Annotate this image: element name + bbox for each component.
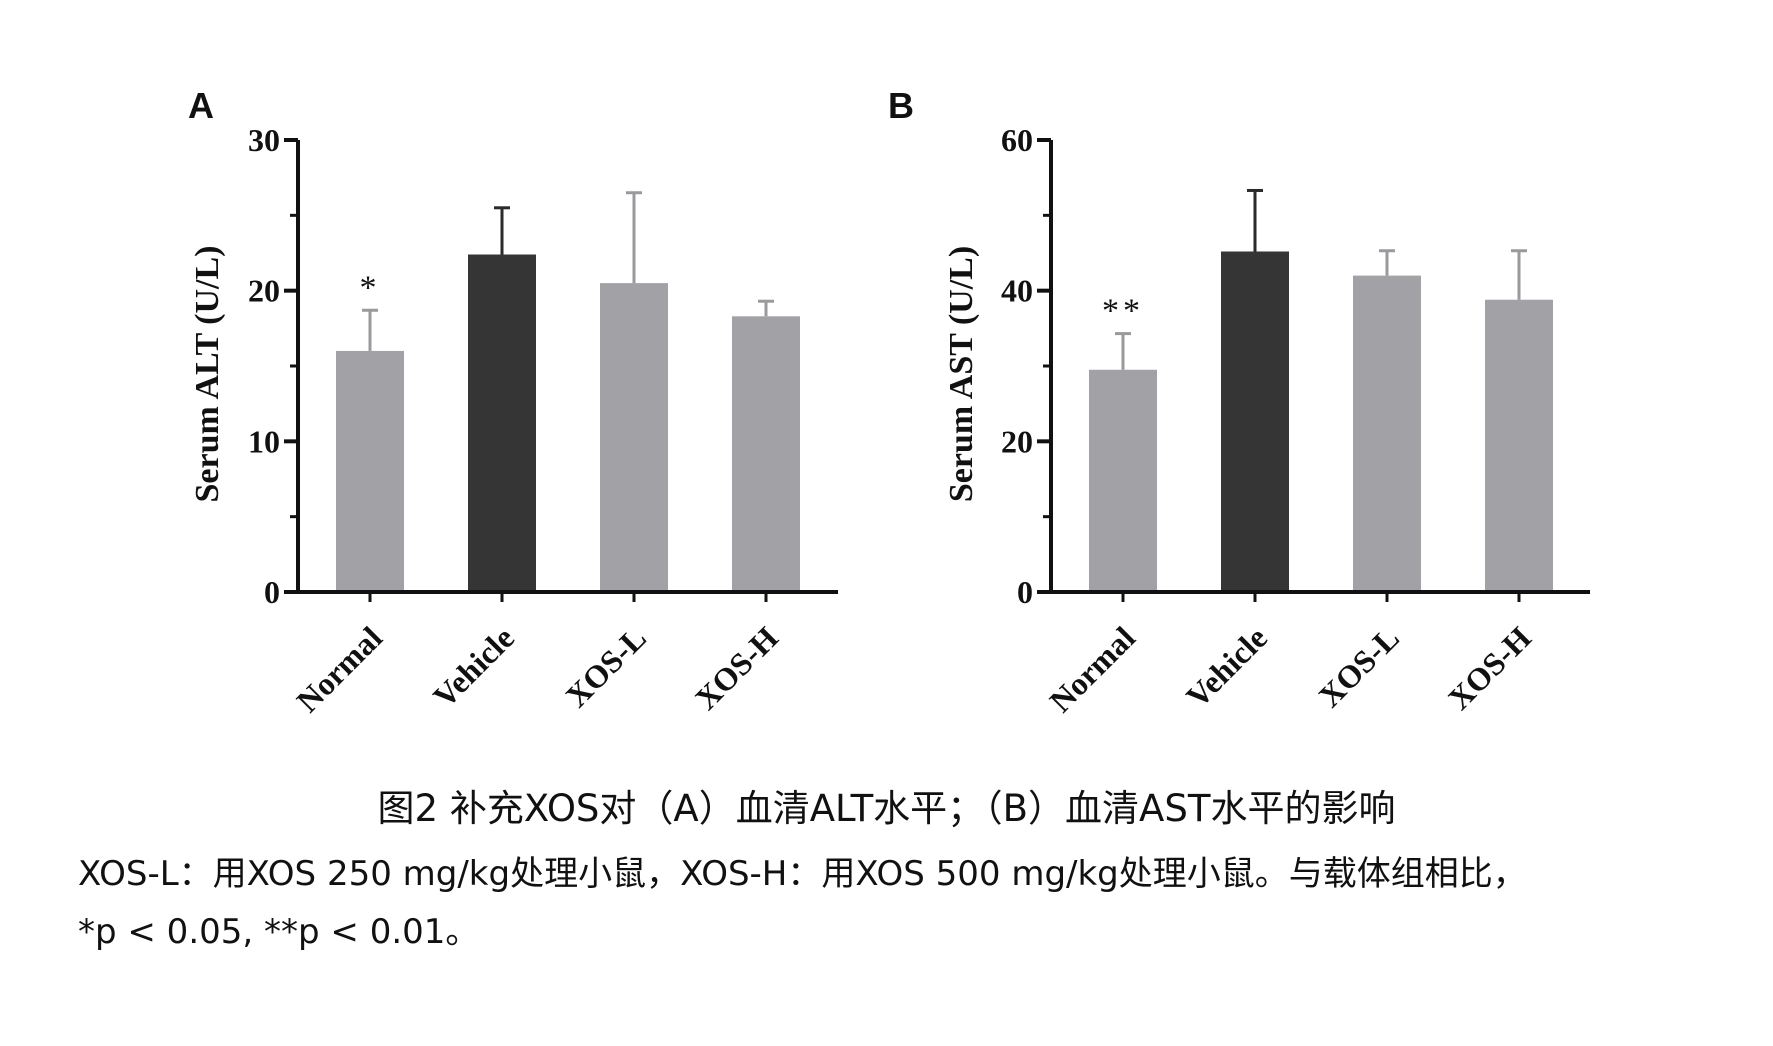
bar — [1353, 275, 1421, 592]
x-tick-label: XOS-L — [558, 619, 653, 714]
y-tick-label: 0 — [264, 574, 280, 610]
bar — [600, 283, 668, 592]
y-tick-label: 40 — [1001, 273, 1033, 309]
y-tick-label: 30 — [248, 122, 280, 158]
panel-letter: B — [888, 85, 914, 126]
y-axis-title: Serum AST (U/L) — [943, 246, 980, 502]
bar — [1089, 369, 1157, 592]
figure-caption-note-line-2: *p < 0.05, **p < 0.01。 — [78, 912, 480, 952]
x-tick-label: Vehicle — [426, 619, 521, 714]
y-tick-label: 60 — [1001, 122, 1033, 158]
significance-marker: * — [360, 269, 381, 306]
figure-caption-note-line-1: XOS-L：用XOS 250 mg/kg处理小鼠，XOS-H：用XOS 500 … — [78, 854, 1527, 894]
y-tick-label: 20 — [248, 273, 280, 309]
x-tick-label: XOS-H — [1441, 619, 1538, 716]
figure-caption-title: 图2 补充XOS对（A）血清ALT水平；（B）血清AST水平的影响 — [377, 787, 1396, 830]
x-tick-label: Vehicle — [1179, 619, 1274, 714]
y-axis-title: Serum ALT (U/L) — [189, 246, 226, 503]
bar — [468, 254, 536, 593]
significance-marker: ** — [1102, 293, 1144, 330]
panel-b-chart: B ** Normal Vehicle XOS-L XOS-H 0 20 40 60 Serum A… — [888, 85, 1590, 719]
y-tick-label: 10 — [248, 423, 280, 459]
y-tick-label: 20 — [1001, 423, 1033, 459]
bar — [732, 316, 800, 592]
bar — [1485, 299, 1553, 592]
bar — [336, 350, 404, 592]
panel-a-chart: A * Normal Vehicle XOS-L XOS-H 0 10 20 30 Serum AL… — [188, 85, 838, 719]
x-tick-label: XOS-H — [688, 619, 785, 716]
y-tick-label: 0 — [1017, 574, 1033, 610]
x-tick-label: XOS-L — [1311, 619, 1406, 714]
x-tick-label: Normal — [1042, 619, 1142, 719]
x-tick-label: Normal — [289, 619, 389, 719]
panel-letter: A — [188, 85, 214, 126]
bar — [1221, 251, 1289, 592]
